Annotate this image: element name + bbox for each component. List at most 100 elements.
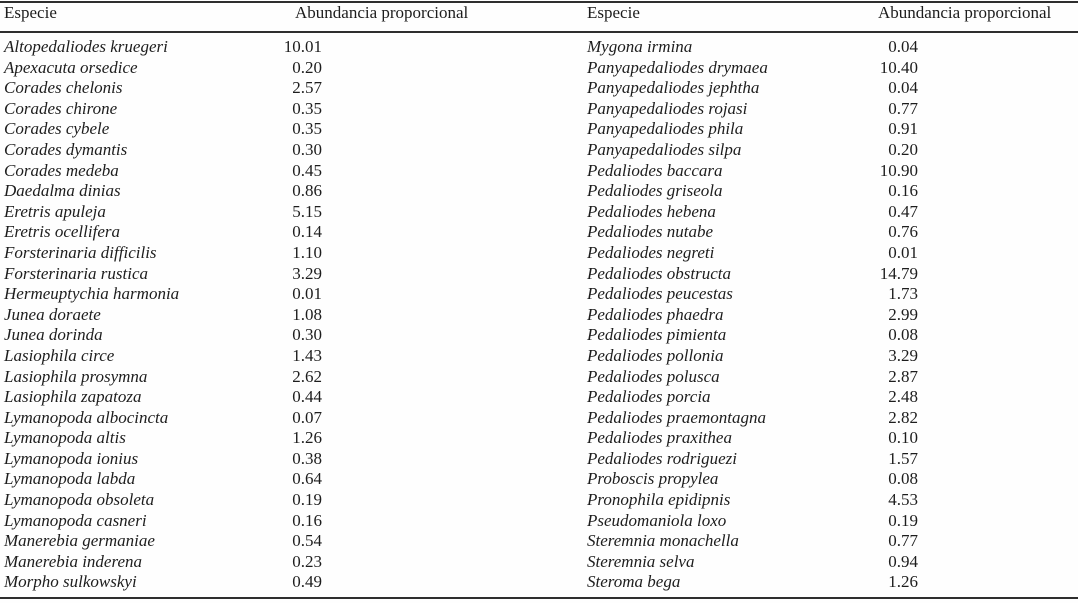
species-name: Proboscis propylea <box>587 469 719 489</box>
abundance-value: 0.35 <box>292 119 322 139</box>
species-name: Lasiophila circe <box>4 345 115 365</box>
table-row: Pedaliodes rodriguezi 1.57 <box>587 449 1067 470</box>
table-row: Lymanopoda obsoleta 0.19 <box>4 490 539 511</box>
species-name: Corades dymantis <box>4 139 128 159</box>
table-row: Corades chirone 0.35 <box>4 99 539 120</box>
species-name: Manerebia germaniae <box>4 531 155 551</box>
species-name: Pedaliodes phaedra <box>587 304 724 324</box>
table-row: Pedaliodes baccara 10.90 <box>587 161 1067 182</box>
table-row: Lymanopoda ionius 0.38 <box>4 449 539 470</box>
species-name: Pedaliodes peucestas <box>587 284 733 304</box>
abundance-value: 0.86 <box>292 181 322 201</box>
species-name: Pedaliodes hebena <box>587 201 716 221</box>
table-row: Lymanopoda labda 0.64 <box>4 469 539 490</box>
table-row: Panyapedaliodes phila 0.91 <box>587 119 1067 140</box>
table-row: Pedaliodes peucestas 1.73 <box>587 284 1067 305</box>
species-name: Pedaliodes polusca <box>587 366 720 386</box>
abundance-value: 2.99 <box>888 304 918 324</box>
species-name: Panyapedaliodes rojasi <box>587 98 748 118</box>
species-name: Lymanopoda labda <box>4 469 136 489</box>
abundance-value: 2.57 <box>292 78 322 98</box>
abundance-value: 1.57 <box>888 448 918 468</box>
table-row: Lasiophila circe 1.43 <box>4 346 539 367</box>
abundance-value: 3.29 <box>292 263 322 283</box>
abundance-value: 2.87 <box>888 366 918 386</box>
species-name: Mygona irmina <box>587 37 693 56</box>
left-table-body: Altopedaliodes kruegeri 10.01 Apexacuta or… <box>4 37 539 593</box>
table-row: Pedaliodes nutabe 0.76 <box>587 222 1067 243</box>
abundance-value: 0.20 <box>292 57 322 77</box>
species-name: Steremnia monachella <box>587 531 739 551</box>
abundance-value: 2.82 <box>888 407 918 427</box>
table-row: Pronophila epidipnis 4.53 <box>587 490 1067 511</box>
left-species-column-header: Especie <box>4 3 57 22</box>
species-name: Panyapedaliodes jephtha <box>587 78 760 98</box>
abundance-value: 0.04 <box>888 78 918 98</box>
abundance-value: 1.26 <box>292 428 322 448</box>
species-name: Panyapedaliodes drymaea <box>587 57 768 77</box>
species-name: Forsterinaria difficilis <box>4 242 157 262</box>
table-row: Pseudomaniola loxo 0.19 <box>587 511 1067 532</box>
species-name: Lymanopoda obsoleta <box>4 490 155 510</box>
abundance-value: 0.04 <box>888 37 918 56</box>
table-row: Panyapedaliodes silpa 0.20 <box>587 140 1067 161</box>
species-name: Steremnia selva <box>587 551 695 571</box>
abundance-value: 0.07 <box>292 407 322 427</box>
table-row: Corades chelonis 2.57 <box>4 78 539 99</box>
species-name: Lasiophila prosymna <box>4 366 148 386</box>
table-row: Pedaliodes griseola 0.16 <box>587 181 1067 202</box>
abundance-value: 0.08 <box>888 325 918 345</box>
abundance-value: 3.29 <box>888 345 918 365</box>
species-name: Manerebia inderena <box>4 551 143 571</box>
abundance-value: 1.10 <box>292 242 322 262</box>
abundance-value: 2.62 <box>292 366 322 386</box>
table-header-rule <box>0 31 1078 33</box>
table-row: Manerebia germaniae 0.54 <box>4 531 539 552</box>
table-row: Lymanopoda casneri 0.16 <box>4 511 539 532</box>
abundance-value: 0.47 <box>888 201 918 221</box>
abundance-value: 10.01 <box>283 37 322 56</box>
abundance-value: 1.73 <box>888 284 918 304</box>
abundance-value: 0.35 <box>292 98 322 118</box>
table-row: Altopedaliodes kruegeri 10.01 <box>4 37 539 58</box>
abundance-value: 4.53 <box>888 490 918 510</box>
species-name: Daedalma dinias <box>4 181 121 201</box>
species-name: Corades chirone <box>4 98 118 118</box>
abundance-value: 0.44 <box>292 387 322 407</box>
abundance-value: 0.19 <box>292 490 322 510</box>
abundance-value: 0.01 <box>888 242 918 262</box>
abundance-value: 1.43 <box>292 345 322 365</box>
table-row: Forsterinaria difficilis 1.10 <box>4 243 539 264</box>
species-name: Pedaliodes nutabe <box>587 222 714 242</box>
table-row: Mygona irmina 0.04 <box>587 37 1067 58</box>
table-row: Corades cybele 0.35 <box>4 119 539 140</box>
table-row: Pedaliodes negreti 0.01 <box>587 243 1067 264</box>
table-row: Panyapedaliodes rojasi 0.77 <box>587 99 1067 120</box>
right-abundance-column-header: Abundancia proporcional <box>878 3 1052 22</box>
species-name: Altopedaliodes kruegeri <box>4 37 168 56</box>
species-name: Lymanopoda altis <box>4 428 126 448</box>
table-row: Lymanopoda albocincta 0.07 <box>4 408 539 429</box>
abundance-value: 0.49 <box>292 572 322 592</box>
table-row: Eretris ocellifera 0.14 <box>4 222 539 243</box>
table-row: Lasiophila zapatoza 0.44 <box>4 387 539 408</box>
species-name: Pedaliodes negreti <box>587 242 715 262</box>
table-row: Hermeuptychia harmonia 0.01 <box>4 284 539 305</box>
table-row: Corades dymantis 0.30 <box>4 140 539 161</box>
abundance-value: 0.30 <box>292 139 322 159</box>
table-row: Apexacuta orsedice 0.20 <box>4 58 539 79</box>
abundance-value: 0.16 <box>888 181 918 201</box>
table-row: Morpho sulkowskyi 0.49 <box>4 572 539 593</box>
species-name: Corades medeba <box>4 160 119 180</box>
species-name: Pedaliodes pimienta <box>587 325 727 345</box>
table-row: Manerebia inderena 0.23 <box>4 552 539 573</box>
abundance-value: 5.15 <box>292 201 322 221</box>
table-row: Eretris apuleja 5.15 <box>4 202 539 223</box>
table-row: Pedaliodes praxithea 0.10 <box>587 428 1067 449</box>
table-row: Pedaliodes porcia 2.48 <box>587 387 1067 408</box>
abundance-value: 10.90 <box>879 160 918 180</box>
table-row: Steremnia monachella 0.77 <box>587 531 1067 552</box>
abundance-value: 0.91 <box>888 119 918 139</box>
table-row: Steroma bega 1.26 <box>587 572 1067 593</box>
table-row: Pedaliodes praemontagna 2.82 <box>587 408 1067 429</box>
